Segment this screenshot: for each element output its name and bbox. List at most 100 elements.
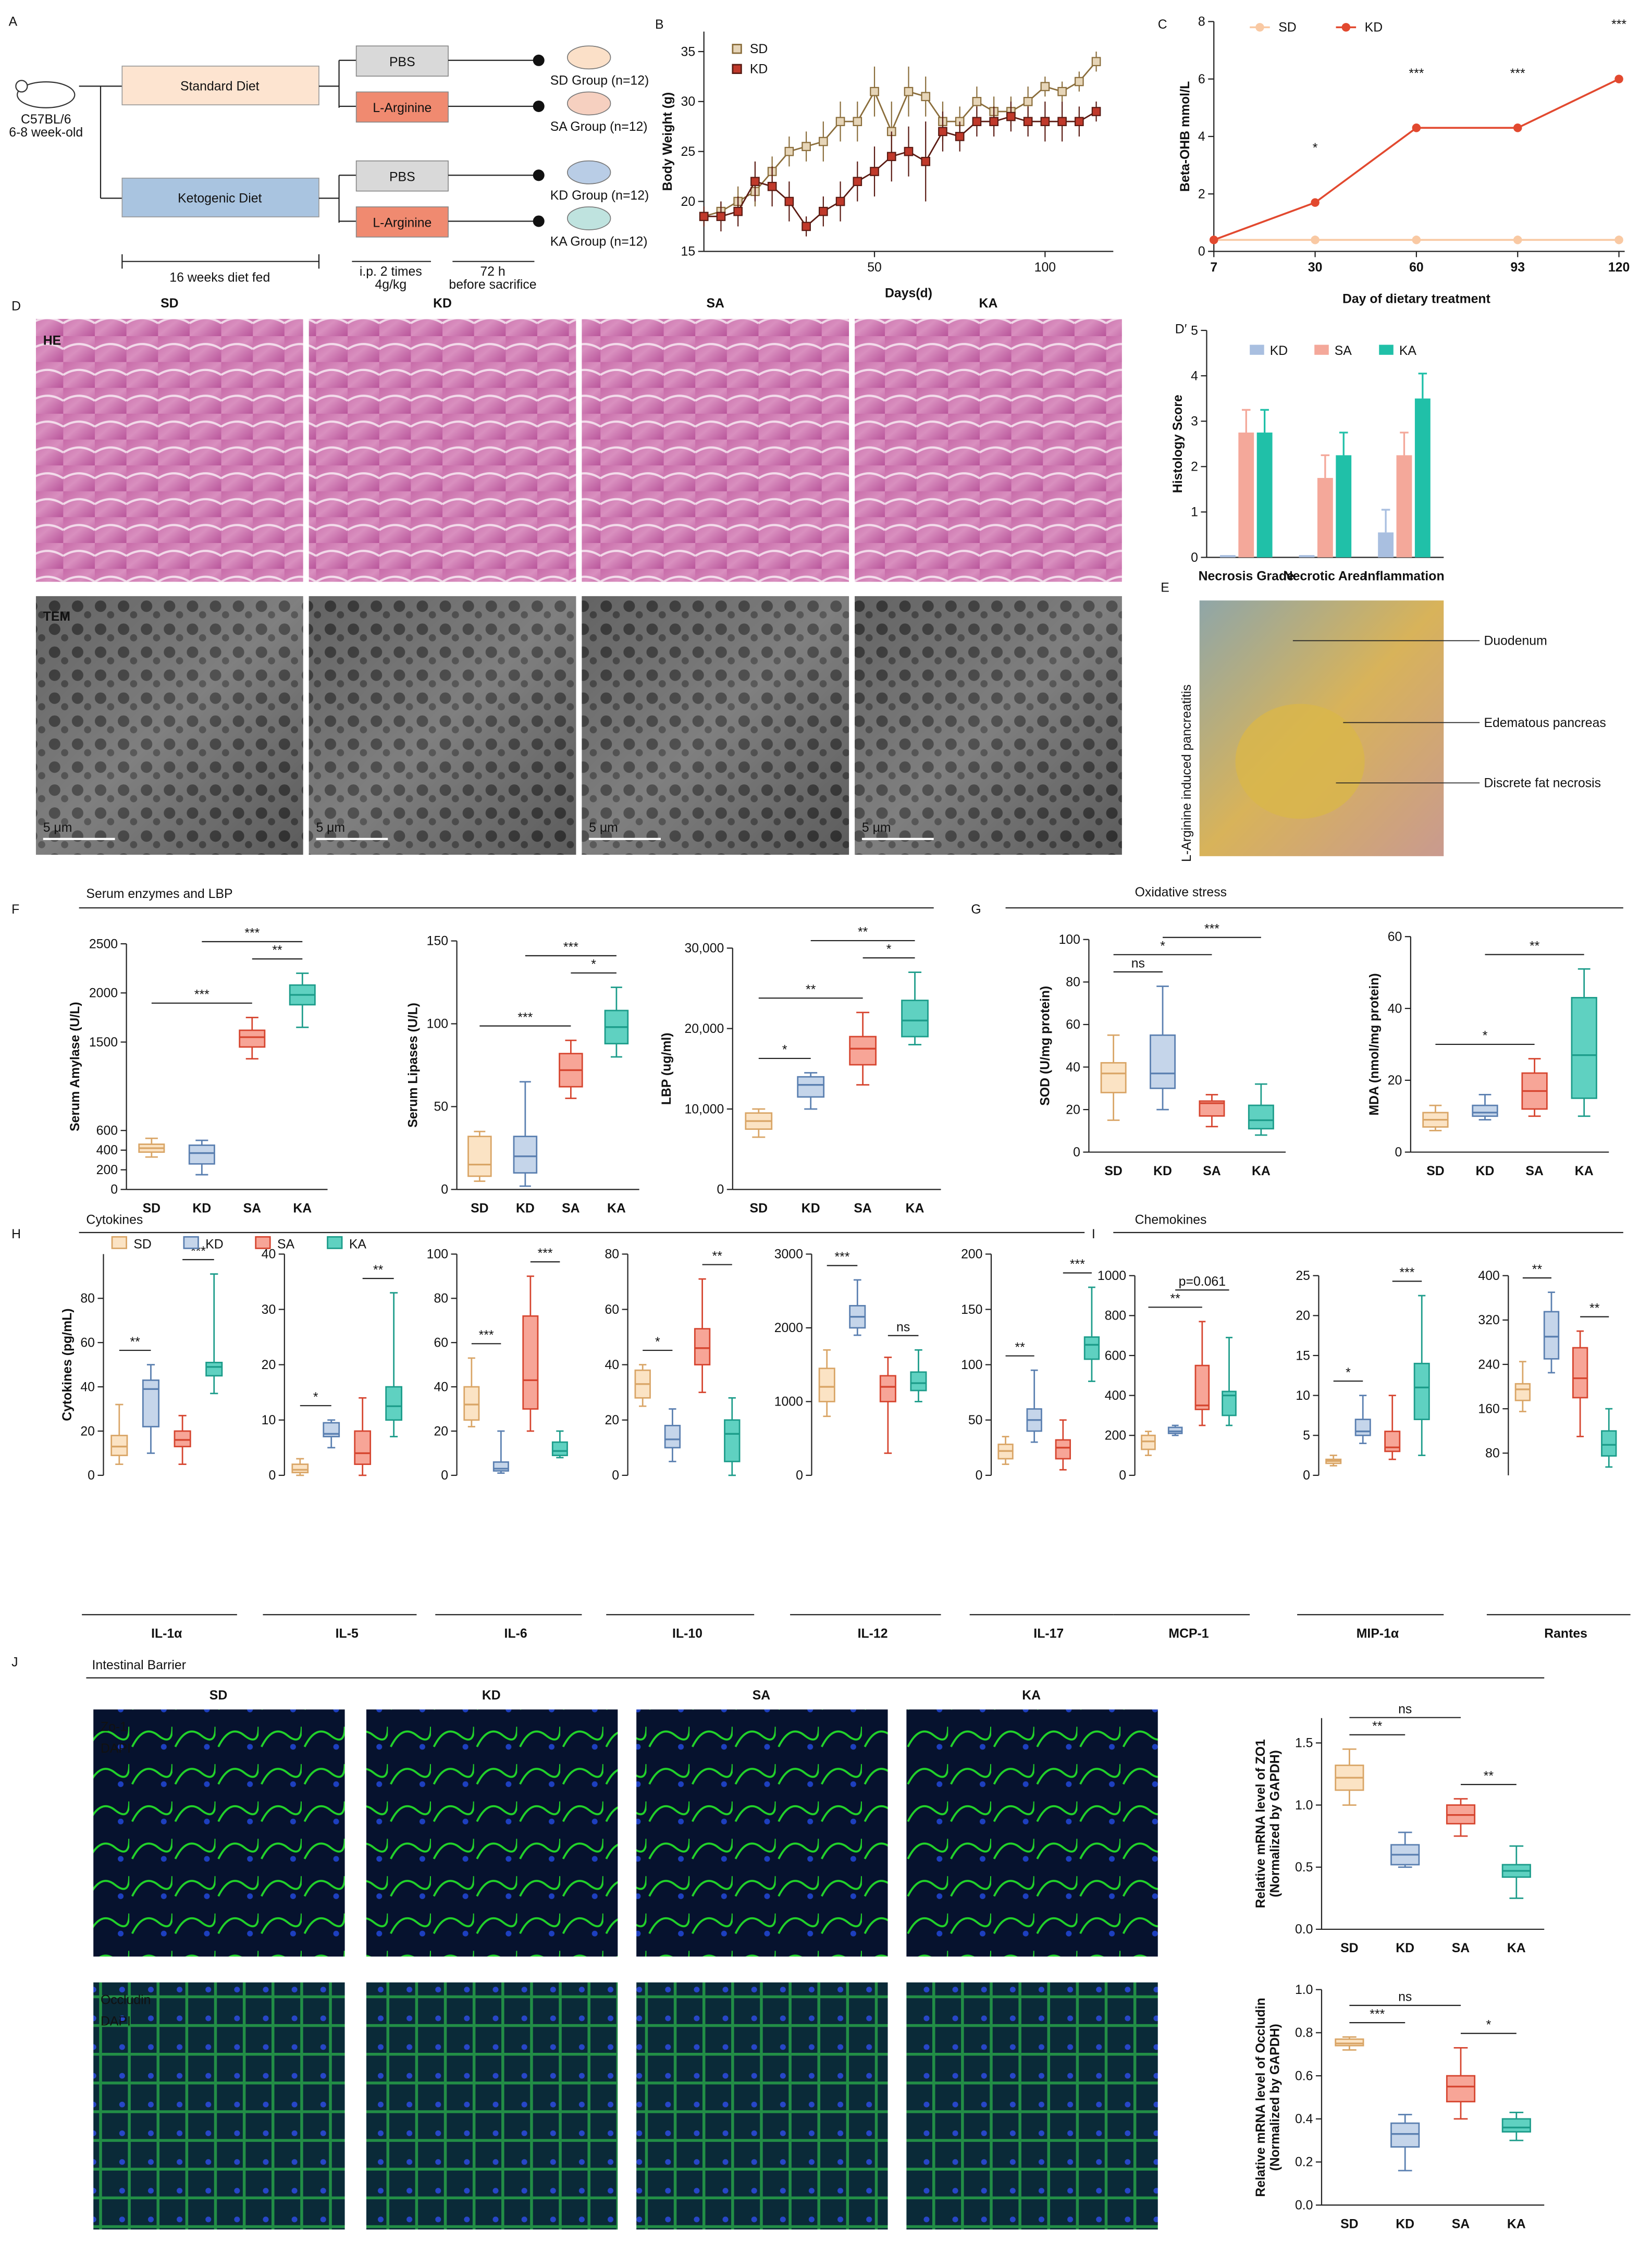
stain-label: Occludin <box>101 1993 151 2007</box>
box <box>1194 1364 1210 1410</box>
x-tick-label: KA <box>1575 1164 1594 1178</box>
x-tick-label: SD <box>1426 1164 1444 1178</box>
box <box>901 1000 929 1038</box>
panel-letter: F <box>11 903 19 917</box>
marker <box>750 177 760 187</box>
y-tick-label: 0 <box>717 1183 724 1197</box>
y-tick-label: 15 <box>1296 1349 1310 1363</box>
y-tick-label: 4 <box>1191 369 1198 383</box>
significance-label: * <box>1313 141 1318 155</box>
x-axis-label: Days(d) <box>885 287 932 301</box>
tem-shade <box>35 596 303 855</box>
duration: 16 weeks diet fed <box>169 270 270 285</box>
y-tick-label: 25 <box>1296 1269 1310 1283</box>
y-tick-label: 2000 <box>774 1321 803 1335</box>
panel-letter: J <box>11 1655 18 1669</box>
box <box>467 1136 492 1177</box>
marker <box>886 152 896 162</box>
bar <box>1396 455 1412 558</box>
box <box>205 1362 223 1377</box>
significance-label: *** <box>563 941 578 955</box>
x-axis-label: IL-17 <box>1033 1627 1064 1641</box>
y-axis-label: Cytokines (pg/mL) <box>60 1308 75 1421</box>
marker <box>870 167 879 176</box>
y-tick-label: 1000 <box>1098 1269 1126 1283</box>
significance-label: *** <box>835 1250 850 1264</box>
section-title: Oxidative stress <box>1135 885 1227 900</box>
marker <box>1075 117 1084 126</box>
x-tick-label: KD <box>802 1201 820 1215</box>
marker <box>767 181 777 191</box>
marker <box>921 157 931 166</box>
box <box>664 1424 681 1449</box>
bar <box>1219 555 1236 558</box>
significance-label: ** <box>1532 1263 1543 1277</box>
x-tick-label: KA <box>1252 1164 1271 1178</box>
y-tick-label: 2000 <box>89 987 118 1001</box>
marker <box>1075 77 1084 87</box>
photo-label: Edematous pancreas <box>1484 716 1606 730</box>
scale-bar-label: 5 μm <box>862 821 891 835</box>
box <box>910 1371 927 1391</box>
x-axis-label: IL-5 <box>336 1627 359 1641</box>
x-tick-label: 7 <box>1210 261 1217 275</box>
x-tick-label: SA <box>854 1201 872 1215</box>
x-tick-label: Necrotic Area <box>1284 570 1367 584</box>
marker <box>972 97 982 106</box>
zo1-image <box>366 1709 618 1957</box>
box <box>522 1315 539 1410</box>
box <box>1150 1034 1176 1089</box>
y-tick-label: 0 <box>976 1469 983 1483</box>
y-tick-label: 35 <box>681 45 696 59</box>
y-tick-label: 15 <box>681 245 696 259</box>
age: 6-8 week-old <box>9 126 83 140</box>
diet-label: Standard Diet <box>180 80 260 94</box>
he-image <box>582 318 849 582</box>
legend-marker <box>1314 344 1329 355</box>
significance-label: * <box>782 1043 787 1057</box>
box <box>110 1435 128 1457</box>
y-tick-label: 40 <box>605 1358 619 1372</box>
wait: 72 h <box>480 265 505 279</box>
occludin-image <box>93 1982 345 2230</box>
y-axis-label: Body Weight (g) <box>661 92 675 191</box>
y-tick-label: 800 <box>1105 1309 1126 1323</box>
x-axis-label: IL-10 <box>672 1627 702 1641</box>
box <box>142 1379 160 1427</box>
y-tick-label: 0.5 <box>1295 1861 1313 1875</box>
box <box>551 1441 568 1457</box>
significance-label: *** <box>538 1247 553 1261</box>
legend-marker <box>732 44 742 54</box>
y-tick-label: 20 <box>262 1358 276 1372</box>
y-tick-label: 50 <box>434 1100 448 1114</box>
significance-label: ** <box>1484 1769 1494 1783</box>
significance-label: *** <box>1409 67 1424 81</box>
box <box>694 1328 711 1366</box>
y-tick-label: 50 <box>968 1413 983 1427</box>
y-tick-label: 1.0 <box>1295 1983 1313 1997</box>
y-tick-label: 60 <box>1388 930 1402 944</box>
legend-label: SD <box>133 1237 151 1251</box>
y-tick-label: 0 <box>1073 1145 1080 1160</box>
significance-label: *** <box>1204 922 1219 936</box>
y-tick-label: 20 <box>1296 1309 1310 1323</box>
y-tick-label: 3000 <box>774 1248 803 1262</box>
significance-label: ** <box>1015 1340 1025 1354</box>
tem-shade <box>309 596 576 855</box>
column-header: KA <box>979 297 998 311</box>
x-tick-label: SA <box>243 1201 262 1215</box>
x-tick-label: KA <box>1507 2217 1526 2231</box>
y-tick-label: 150 <box>961 1303 982 1317</box>
significance-label: * <box>886 943 892 957</box>
significance-label: ns <box>1131 957 1145 971</box>
column-header: KD <box>482 1689 501 1703</box>
photo-label: Discrete fat necrosis <box>1484 777 1601 791</box>
marker <box>853 117 862 126</box>
treatment-box <box>355 91 449 123</box>
legend-label: KD <box>750 63 768 77</box>
endpoint <box>533 215 545 227</box>
marker <box>1040 82 1050 91</box>
significance-label: ** <box>1170 1292 1181 1306</box>
y-tick-label: 8 <box>1198 15 1205 29</box>
